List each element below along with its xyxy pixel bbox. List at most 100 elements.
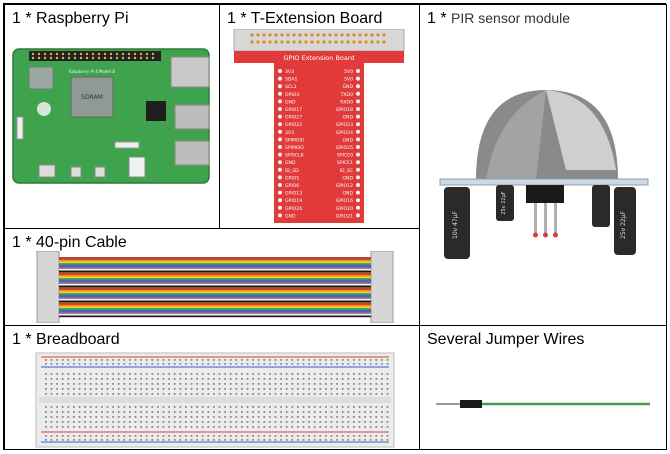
breadboard-hole (190, 378, 193, 380)
pin-hole (356, 122, 360, 127)
breadboard-hole (269, 406, 271, 408)
breadboard-hole (235, 426, 238, 428)
breadboard-hole (61, 435, 64, 437)
breadboard-hole (257, 383, 260, 385)
breadboard-hole (173, 393, 176, 395)
t-extension-title: 1 * T-Extension Board (227, 10, 383, 27)
gpio-pin-label-left: GPIO5 (285, 175, 299, 181)
gpio-pin-label-left: GPIO6 (285, 183, 299, 189)
breadboard-hole (117, 373, 120, 375)
breadboard-hole (386, 426, 389, 428)
breadboard-hole (246, 421, 249, 423)
breadboard-hole (84, 378, 86, 380)
breadboard-hole (274, 383, 277, 385)
breadboard-hole (358, 439, 361, 441)
breadboard-title: 1 * Breadboard (12, 331, 120, 348)
breadboard-hole (330, 406, 333, 408)
breadboard-hole (151, 378, 154, 380)
breadboard-hole (173, 388, 176, 390)
breadboard-hole (308, 439, 310, 441)
cell-cable: 1 * 40-pin Cable (4, 228, 420, 326)
breadboard-hole (364, 439, 366, 441)
breadboard-hole (213, 439, 215, 441)
breadboard-hole (95, 411, 98, 413)
gpio-pin-label-left: GND (285, 99, 296, 105)
breadboard-hole (196, 411, 198, 413)
breadboard-hole (313, 439, 316, 441)
breadboard-hole (78, 421, 81, 423)
breadboard-hole (67, 378, 70, 380)
breadboard-hole (73, 383, 75, 385)
breadboard-hole (134, 439, 137, 441)
breadboard-hole (263, 406, 266, 408)
breadboard-hole (353, 378, 355, 380)
pin-hole (356, 91, 360, 96)
breadboard-hole (246, 426, 249, 428)
pin-hole (278, 107, 282, 111)
breadboard-hole (89, 393, 92, 395)
breadboard-hole (252, 393, 254, 395)
breadboard-hole (285, 378, 288, 380)
breadboard-hole (381, 359, 383, 361)
pir-title-prefix: 1 * (427, 10, 452, 27)
breadboard-hole (280, 373, 282, 375)
breadboard-hole (297, 411, 299, 413)
breadboard-hole (224, 359, 226, 361)
breadboard-hole (123, 378, 126, 380)
breadboard-hole (358, 388, 361, 390)
breadboard-hole (291, 426, 294, 428)
breadboard-hole (218, 435, 221, 437)
breadboard-hole (358, 411, 361, 413)
breadboard-hole (61, 363, 64, 365)
breadboard-hole (190, 373, 193, 375)
breadboard-hole (252, 359, 254, 361)
breadboard-hole (224, 373, 226, 375)
breadboard-hole (78, 416, 81, 418)
breadboard-hole (319, 426, 322, 428)
breadboard-hole (269, 411, 271, 413)
breadboard-hole (56, 435, 58, 437)
breadboard-hole (325, 406, 327, 408)
breadboard-hole (185, 383, 187, 385)
breadboard-hole (123, 406, 126, 408)
breadboard-hole (257, 426, 260, 428)
breadboard-hole (78, 411, 81, 413)
breadboard-hole (297, 406, 299, 408)
breadboard-hole (381, 421, 383, 423)
breadboard-hole (106, 435, 109, 437)
breadboard-hole (246, 435, 249, 437)
gpio-pin-label-right: TXD0 (340, 92, 353, 98)
breadboard-hole (95, 393, 98, 395)
breadboard-hole (145, 435, 148, 437)
breadboard-hole (369, 373, 372, 375)
breadboard-hole (319, 363, 322, 365)
breadboard-hole (313, 406, 316, 408)
gpio-pin-label-left: 3V3 (285, 69, 294, 75)
breadboard-hole (224, 363, 226, 365)
gpio-pin-label-left: GPIO17 (285, 107, 302, 113)
breadboard-hole (224, 435, 226, 437)
breadboard-hole (123, 363, 126, 365)
breadboard-hole (325, 383, 327, 385)
breadboard-hole (190, 435, 193, 437)
breadboard-hole (280, 383, 282, 385)
breadboard-hole (218, 359, 221, 361)
breadboard-hole (207, 416, 210, 418)
pin-hole (356, 213, 360, 218)
breadboard-hole (162, 439, 165, 441)
breadboard-hole (185, 426, 187, 428)
breadboard-hole (106, 416, 109, 418)
breadboard-hole (381, 383, 383, 385)
breadboard-hole (280, 426, 282, 428)
breadboard-hole (375, 406, 378, 408)
breadboard-hole (56, 383, 58, 385)
breadboard-hole (123, 435, 126, 437)
breadboard-hole (353, 373, 355, 375)
breadboard-hole (229, 435, 232, 437)
breadboard-hole (313, 411, 316, 413)
breadboard-hole (297, 373, 299, 375)
breadboard-hole (302, 388, 305, 390)
breadboard-hole (168, 426, 170, 428)
breadboard-hole (235, 363, 238, 365)
breadboard-hole (129, 406, 131, 408)
